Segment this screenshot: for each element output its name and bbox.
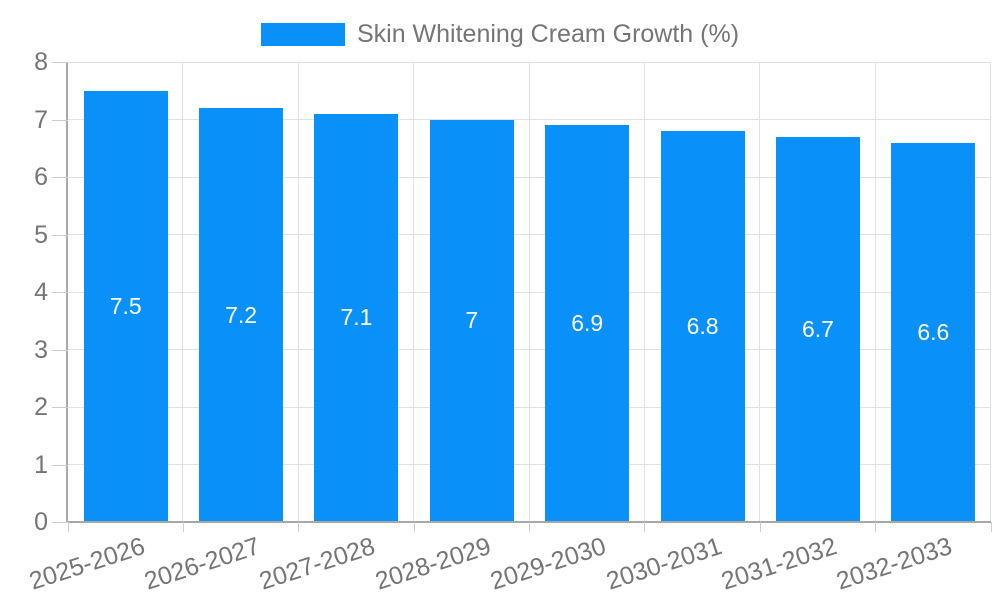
- x-tick-mark: [298, 522, 300, 532]
- y-tick-mark: [52, 177, 68, 178]
- bar[interactable]: 7: [429, 119, 514, 522]
- x-tick-mark: [990, 522, 992, 532]
- bar-value-label: 7.1: [340, 304, 373, 331]
- x-tick-mark: [759, 522, 761, 532]
- gridline-vertical: [297, 62, 299, 522]
- y-tick-mark: [52, 119, 68, 121]
- y-tick-mark: [52, 522, 68, 523]
- x-tick-mark: [182, 522, 184, 532]
- x-tick-label: 2032-2033: [833, 532, 956, 596]
- bar-value-label: 7.5: [109, 292, 142, 319]
- gridline-horizontal: [68, 349, 991, 350]
- bar[interactable]: 7.5: [83, 90, 168, 522]
- legend-label: Skin Whitening Cream Growth (%): [356, 19, 740, 48]
- y-tick-mark: [52, 407, 68, 408]
- y-tick-label: 6: [34, 163, 48, 191]
- gridline-vertical: [182, 62, 184, 522]
- bar-value-label: 6.7: [801, 315, 834, 342]
- x-tick-mark: [875, 522, 877, 532]
- y-tick-label: 2: [34, 393, 48, 421]
- gridline-horizontal: [68, 176, 991, 178]
- x-tick-label: 2026-2027: [141, 532, 264, 596]
- bar[interactable]: 7.1: [314, 113, 399, 522]
- x-tick-label: 2028-2029: [371, 532, 495, 596]
- bar[interactable]: 6.7: [775, 136, 860, 522]
- x-tick-label: 2027-2028: [256, 532, 379, 596]
- x-axis-line: [66, 521, 991, 523]
- y-tick-label: 8: [34, 48, 48, 76]
- gridline-vertical: [413, 62, 415, 522]
- y-tick-mark: [52, 62, 68, 63]
- legend-swatch: [260, 22, 345, 46]
- bar[interactable]: 6.8: [660, 131, 745, 522]
- gridline-horizontal: [68, 61, 991, 63]
- bar[interactable]: 6.9: [545, 125, 630, 522]
- y-tick-mark: [52, 234, 68, 236]
- gridline-vertical: [528, 62, 530, 522]
- bar[interactable]: 7.2: [199, 108, 284, 522]
- legend: Skin Whitening Cream Growth (%): [0, 18, 1000, 50]
- bar-value-label: 7: [465, 307, 479, 334]
- plot-area: 7.5 7.2 7.1 7 6.9 6.8 6.7 6.6: [68, 61, 991, 522]
- gridline-vertical: [874, 62, 876, 522]
- y-tick-label: 5: [34, 220, 48, 249]
- bar-value-label: 6.6: [917, 318, 950, 345]
- x-tick-label: 2031-2032: [717, 532, 841, 596]
- bar-value-label: 6.8: [686, 313, 719, 339]
- y-tick-mark: [52, 349, 68, 351]
- gridline-horizontal: [68, 291, 991, 293]
- y-tick-label: 1: [34, 450, 48, 479]
- gridline-horizontal: [68, 234, 991, 235]
- gridline-vertical: [759, 62, 761, 522]
- y-tick-mark: [52, 464, 68, 466]
- y-tick-label: 3: [34, 335, 48, 364]
- x-tick-mark: [413, 522, 415, 532]
- gridline-horizontal: [68, 119, 991, 120]
- bar-value-label: 6.9: [571, 310, 604, 337]
- y-tick-label: 4: [34, 278, 48, 306]
- gridline-vertical: [990, 62, 991, 522]
- gridline-horizontal: [68, 464, 991, 465]
- x-tick-label: 2025-2026: [25, 532, 149, 596]
- x-tick-label: 2030-2031: [602, 532, 725, 596]
- x-tick-mark: [67, 522, 69, 532]
- bar[interactable]: 6.6: [891, 142, 976, 522]
- y-tick-label: 7: [34, 105, 48, 134]
- x-tick-mark: [529, 522, 530, 532]
- bar-value-label: 7.2: [225, 301, 258, 328]
- gridline-vertical: [643, 62, 645, 522]
- gridline-horizontal: [68, 406, 991, 408]
- x-tick-mark: [644, 522, 646, 532]
- x-tick-label: 2029-2030: [487, 532, 610, 596]
- y-tick-label: 0: [34, 508, 48, 536]
- y-tick-mark: [52, 292, 68, 293]
